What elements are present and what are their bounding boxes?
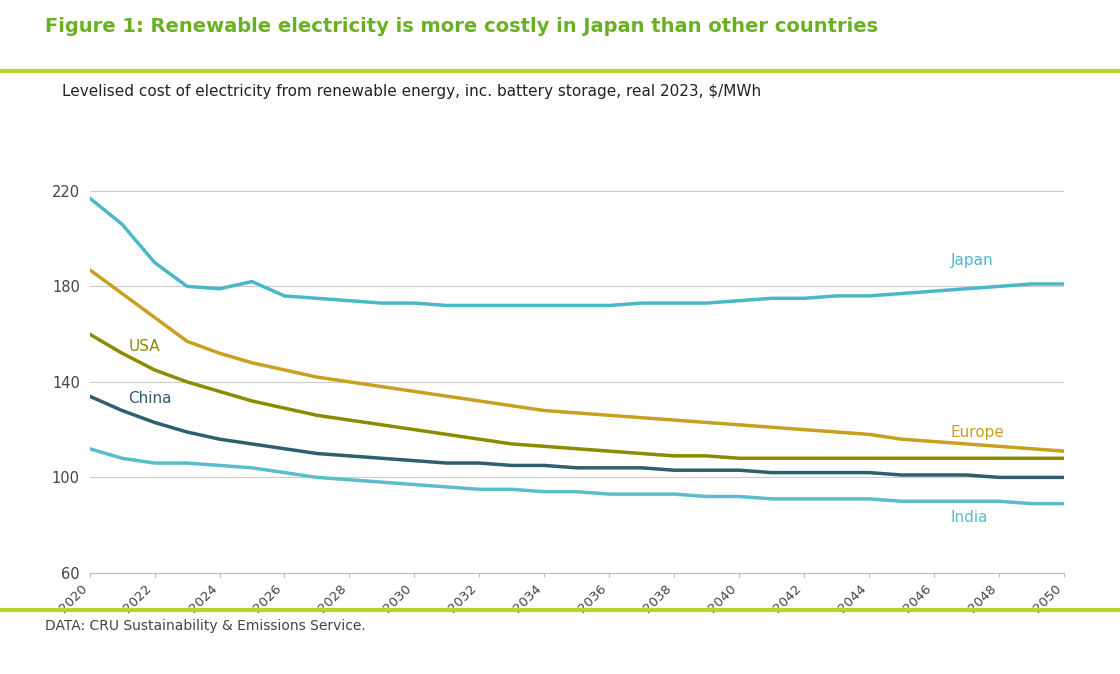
Text: Japan: Japan (950, 253, 993, 268)
Text: Levelised cost of electricity from renewable energy, inc. battery storage, real : Levelised cost of electricity from renew… (62, 84, 760, 99)
Text: DATA: CRU Sustainability & Emissions Service.: DATA: CRU Sustainability & Emissions Ser… (45, 619, 365, 633)
Text: USA: USA (129, 338, 160, 354)
Text: Figure 1: Renewable electricity is more costly in Japan than other countries: Figure 1: Renewable electricity is more … (45, 17, 878, 36)
Text: Europe: Europe (950, 425, 1005, 439)
Text: China: China (129, 391, 172, 406)
Text: India: India (950, 510, 988, 526)
